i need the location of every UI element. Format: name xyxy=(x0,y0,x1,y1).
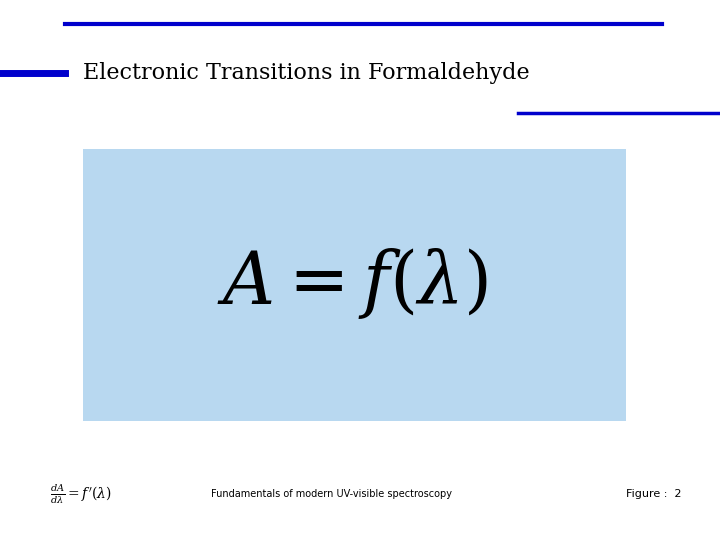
FancyBboxPatch shape xyxy=(83,148,626,421)
Text: Fundamentals of modern UV-visible spectroscopy: Fundamentals of modern UV-visible spectr… xyxy=(211,489,451,499)
Text: $A = f(\lambda)$: $A = f(\lambda)$ xyxy=(217,246,488,321)
Text: Figure :  2: Figure : 2 xyxy=(626,489,682,499)
Text: Electronic Transitions in Formaldehyde: Electronic Transitions in Formaldehyde xyxy=(83,62,529,84)
Text: $\frac{dA}{d\lambda} = f'(\lambda)$: $\frac{dA}{d\lambda} = f'(\lambda)$ xyxy=(50,482,112,506)
